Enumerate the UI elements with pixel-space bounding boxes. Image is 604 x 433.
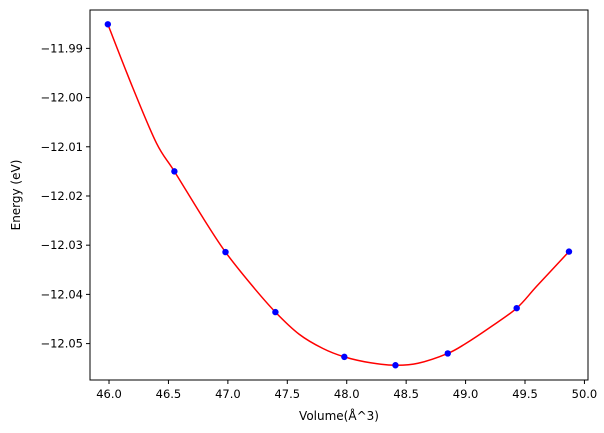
data-point: [341, 353, 348, 361]
y-tick-label: −11.99: [40, 41, 83, 55]
x-tick-label: 49.5: [512, 387, 538, 401]
x-tick-label: 48.5: [393, 387, 419, 401]
y-axis-ticks: −11.99 −12.00 −12.01 −12.02 −12.03 −12.04 −12.…: [40, 41, 90, 351]
data-point: [513, 304, 520, 312]
x-tick-label: 47.5: [274, 387, 300, 401]
y-tick-label: −12.02: [40, 189, 83, 203]
y-tick-label: −12.04: [40, 287, 83, 301]
data-point: [392, 362, 399, 369]
y-tick-label: −12.03: [40, 238, 83, 252]
data-point: [104, 21, 112, 28]
series-layer: [104, 21, 573, 369]
y-tick-label: −12.05: [40, 337, 83, 351]
y-tick-label: −12.01: [40, 140, 83, 154]
data-point: [272, 308, 279, 316]
data-point: [222, 248, 229, 256]
x-tick-label: 46.0: [96, 387, 122, 401]
data-point: [444, 350, 451, 357]
x-tick-label: 49.0: [453, 387, 479, 401]
y-axis-label: Energy (eV): [9, 160, 23, 231]
data-point: [171, 168, 178, 175]
x-tick-label: 48.0: [334, 387, 360, 401]
x-axis-ticks: 46.0 46.5 47.0 47.5 48.0 48.5 49.0 49.5 50.0: [96, 380, 597, 401]
x-tick-label: 47.0: [215, 387, 241, 401]
y-tick-label: −12.00: [40, 91, 83, 105]
x-axis-label: Volume(Å^3): [299, 408, 379, 423]
x-tick-label: 46.5: [156, 387, 182, 401]
data-point: [565, 248, 573, 255]
x-tick-label: 50.0: [572, 387, 598, 401]
plot-area: [89, 9, 589, 381]
